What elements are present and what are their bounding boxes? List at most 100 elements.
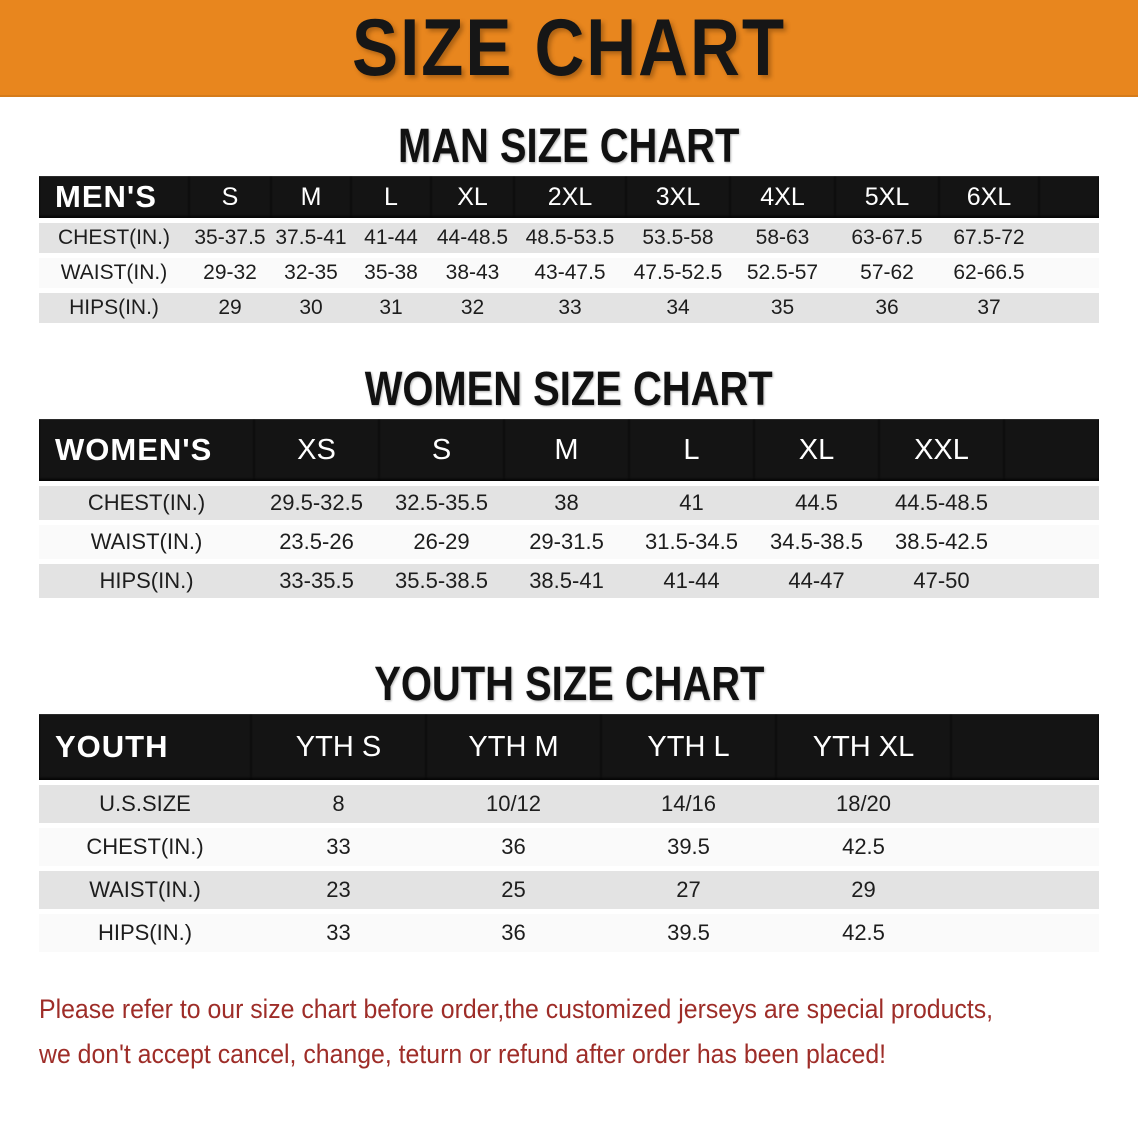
row-spacer [951,785,1099,823]
size-value: 63-67.5 [835,223,939,253]
size-value: 36 [835,293,939,323]
measurement-row: WAIST(IN.) 23 25 27 29 [39,871,1099,909]
measurement-row: CHEST(IN.) 35-37.5 37.5-41 41-44 44-48.5 48.5… [39,223,1099,253]
size-value: 42.5 [776,828,951,866]
size-column-header: YTH L [601,714,776,780]
row-spacer [951,828,1099,866]
youth-section-title: YOUTH SIZE CHART [0,658,1138,709]
size-column-header: YTH M [426,714,601,780]
size-value: 33 [251,914,426,952]
size-value: 34 [626,293,730,323]
women-section: WOMEN SIZE CHART WOMEN'S XS S M L XL XXL CHEST(… [0,363,1138,603]
size-value: 18/20 [776,785,951,823]
header-row: WOMEN'S XS S M L XL XXL [39,419,1099,481]
size-column-header: YTH S [251,714,426,780]
size-column-header: YTH XL [776,714,951,780]
measurement-row: HIPS(IN.) 33 36 39.5 42.5 [39,914,1099,952]
row-label: CHEST(IN.) [39,223,189,253]
size-column-header: XS [254,419,379,481]
size-value: 37.5-41 [271,223,351,253]
row-label: U.S.SIZE [39,785,251,823]
row-spacer [1004,486,1099,520]
size-value: 31.5-34.5 [629,525,754,559]
size-value: 67.5-72 [939,223,1039,253]
size-value: 52.5-57 [730,258,835,288]
measurement-row: U.S.SIZE 8 10/12 14/16 18/20 [39,785,1099,823]
size-value: 33 [251,828,426,866]
size-column-header: XXL [879,419,1004,481]
size-value: 30 [271,293,351,323]
size-value: 62-66.5 [939,258,1039,288]
measurement-row: WAIST(IN.) 23.5-26 26-29 29-31.5 31.5-34.5 34… [39,525,1099,559]
size-value: 29.5-32.5 [254,486,379,520]
disclaimer-line-1: Please refer to our size chart before or… [39,994,994,1024]
size-value: 33-35.5 [254,564,379,598]
banner: SIZE CHART [0,0,1138,97]
row-label: HIPS(IN.) [39,914,251,952]
size-column-header: XL [431,176,514,218]
size-column-header: 3XL [626,176,730,218]
size-value: 38.5-42.5 [879,525,1004,559]
size-value: 53.5-58 [626,223,730,253]
size-value: 41-44 [351,223,431,253]
row-spacer [951,871,1099,909]
row-label: HIPS(IN.) [39,293,189,323]
size-column-header: 2XL [514,176,626,218]
size-value: 26-29 [379,525,504,559]
measurement-row: CHEST(IN.) 33 36 39.5 42.5 [39,828,1099,866]
youth-section: YOUTH SIZE CHART YOUTH YTH S YTH M YTH L YTH… [0,658,1138,957]
row-spacer [1004,525,1099,559]
size-value: 47.5-52.5 [626,258,730,288]
size-value: 34.5-38.5 [754,525,879,559]
row-spacer [1039,223,1099,253]
size-value: 39.5 [601,914,776,952]
size-value: 35 [730,293,835,323]
header-spacer [951,714,1099,780]
banner-title: SIZE CHART [352,2,786,93]
size-value: 44-47 [754,564,879,598]
women-section-title-text: WOMEN SIZE CHART [365,361,773,416]
size-value: 41 [629,486,754,520]
size-value: 44-48.5 [431,223,514,253]
size-value: 8 [251,785,426,823]
size-value: 23.5-26 [254,525,379,559]
measurement-row: HIPS(IN.) 33-35.5 35.5-38.5 38.5-41 41-44 44-… [39,564,1099,598]
row-spacer [1004,564,1099,598]
size-value: 10/12 [426,785,601,823]
size-column-header: S [379,419,504,481]
women-section-title: WOMEN SIZE CHART [0,363,1138,414]
table-corner-label: MEN'S [39,176,189,218]
men-size-table: MEN'S S M L XL 2XL 3XL 4XL 5XL 6XL CHEST(IN.) 35-37… [39,171,1099,328]
men-section-title: MAN SIZE CHART [0,120,1138,171]
size-value: 25 [426,871,601,909]
size-value: 41-44 [629,564,754,598]
row-spacer [1039,293,1099,323]
size-chart-page: SIZE CHART MAN SIZE CHART MEN'S S M L XL 2XL 3… [0,0,1138,1069]
size-value: 38 [504,486,629,520]
youth-size-table: YOUTH YTH S YTH M YTH L YTH XL U.S.SIZE 8 10/12… [39,709,1099,957]
size-value: 44.5-48.5 [879,486,1004,520]
size-value: 44.5 [754,486,879,520]
size-value: 57-62 [835,258,939,288]
header-row: MEN'S S M L XL 2XL 3XL 4XL 5XL 6XL [39,176,1099,218]
row-label: WAIST(IN.) [39,525,254,559]
size-value: 33 [514,293,626,323]
header-row: YOUTH YTH S YTH M YTH L YTH XL [39,714,1099,780]
size-value: 29-32 [189,258,271,288]
size-column-header: M [271,176,351,218]
size-value: 38.5-41 [504,564,629,598]
size-column-header: M [504,419,629,481]
row-label: CHEST(IN.) [39,486,254,520]
table-corner-label: YOUTH [39,714,251,780]
size-value: 29-31.5 [504,525,629,559]
row-label: WAIST(IN.) [39,871,251,909]
disclaimer-line-2: we don't accept cancel, change, teturn o… [39,1039,887,1069]
row-label: CHEST(IN.) [39,828,251,866]
size-value: 47-50 [879,564,1004,598]
size-value: 35.5-38.5 [379,564,504,598]
size-value: 23 [251,871,426,909]
size-column-header: 4XL [730,176,835,218]
row-label: WAIST(IN.) [39,258,189,288]
size-value: 29 [776,871,951,909]
row-spacer [1039,258,1099,288]
